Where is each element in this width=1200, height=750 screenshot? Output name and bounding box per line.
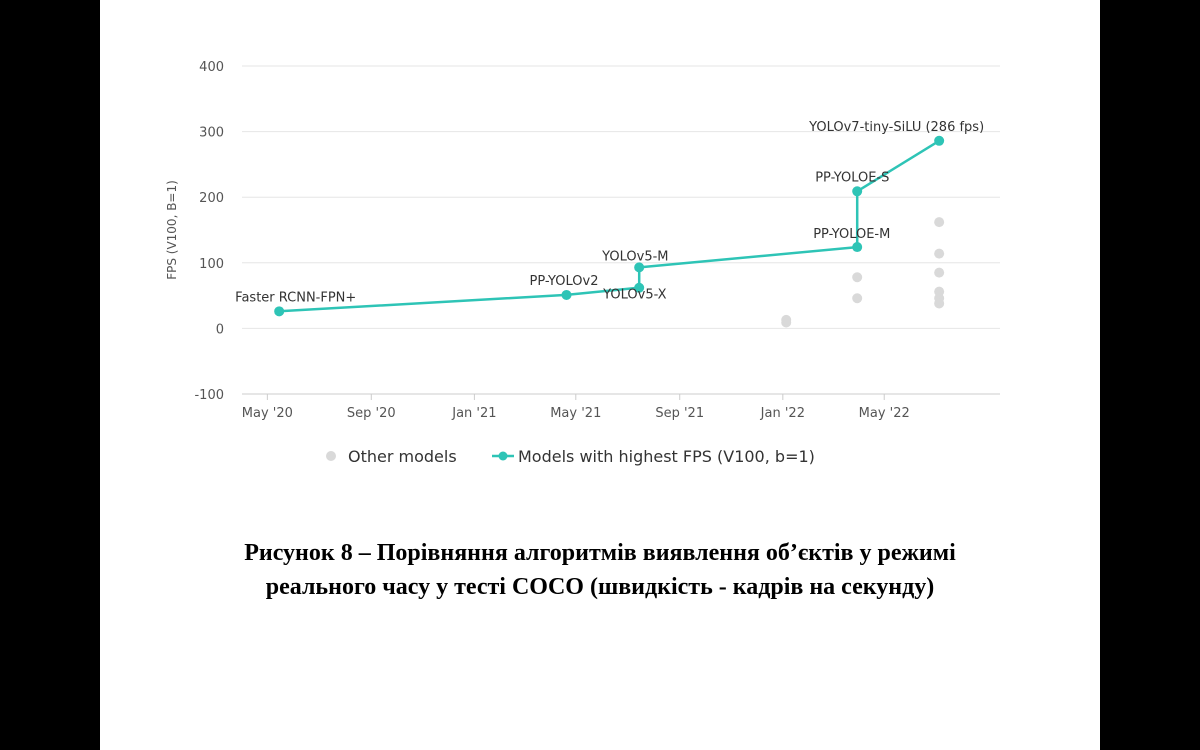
- point-label-6: YOLOv7-tiny-SiLU (286 fps): [808, 120, 984, 135]
- other-model-point-4: [934, 217, 945, 228]
- y-axis-label: FPS (V100, B=1): [165, 180, 179, 280]
- y-tick-label-200: 200: [199, 191, 224, 206]
- x-tick-label-2: Jan '21: [451, 406, 496, 421]
- caption-line-1: Рисунок 8 – Порівняння алгоритмів виявле…: [244, 540, 956, 566]
- other-model-point-9: [934, 298, 945, 309]
- y-axis: -100 0 100 200 300 400: [194, 60, 224, 403]
- best-model-point-3: [634, 262, 645, 273]
- other-model-point-5: [934, 248, 945, 259]
- other-models-points: [781, 217, 945, 328]
- legend-best-marker: [498, 451, 508, 461]
- best-model-point-6: [934, 135, 945, 146]
- other-model-point-6: [934, 267, 945, 278]
- legend-other-marker: [326, 451, 336, 461]
- x-tick-label-5: Jan '22: [760, 406, 805, 421]
- chart-legend: Other models Models with highest FPS (V1…: [326, 447, 815, 466]
- best-model-point-0: [274, 306, 285, 317]
- other-model-point-2: [852, 272, 863, 283]
- y-tick-label-100: 100: [199, 257, 224, 272]
- best-model-point-4: [852, 242, 863, 253]
- slide-page: -100 0 100 200 300 400 May '20 Sep '20 Jan '21 M…: [100, 0, 1100, 750]
- other-model-point-3: [852, 293, 863, 304]
- y-tick-label-300: 300: [199, 126, 224, 141]
- y-tick-label--100: -100: [194, 388, 224, 403]
- point-label-1: PP-YOLOv2: [529, 274, 598, 289]
- caption-line-2: реального часу у тесті COCO (швидкість -…: [265, 574, 935, 600]
- x-axis: May '20 Sep '20 Jan '21 May '21 Sep '21 Jan '…: [242, 394, 910, 421]
- x-tick-label-6: May '22: [859, 406, 910, 421]
- best-model-point-1: [561, 289, 572, 300]
- best-models-series: Faster RCNN-FPN+ PP-YOLOv2 YOLOv5-X YOLOv5-…: [235, 120, 984, 317]
- x-tick-label-1: Sep '20: [347, 406, 396, 421]
- point-label-2: YOLOv5-X: [602, 288, 666, 303]
- point-label-0: Faster RCNN-FPN+: [235, 290, 356, 305]
- x-tick-label-4: Sep '21: [655, 406, 704, 421]
- legend-other-label: Other models: [348, 447, 457, 466]
- y-tick-label-400: 400: [199, 60, 224, 75]
- x-tick-label-0: May '20: [242, 406, 293, 421]
- best-model-point-5: [852, 186, 863, 197]
- point-label-4: PP-YOLOE-M: [813, 227, 890, 242]
- legend-best-label: Models with highest FPS (V100, b=1): [518, 447, 815, 466]
- chart-grid: [242, 65, 1000, 395]
- point-label-3: YOLOv5-M: [601, 249, 668, 264]
- best-models-line: [279, 139, 940, 313]
- x-tick-label-3: May '21: [550, 406, 601, 421]
- best-model-point-2: [634, 282, 645, 293]
- point-label-5: PP-YOLOE-S: [815, 170, 889, 185]
- y-tick-label-0: 0: [216, 322, 224, 337]
- other-model-point-1: [781, 317, 792, 328]
- figure-caption: Рисунок 8 – Порівняння алгоритмів виявле…: [100, 536, 1100, 604]
